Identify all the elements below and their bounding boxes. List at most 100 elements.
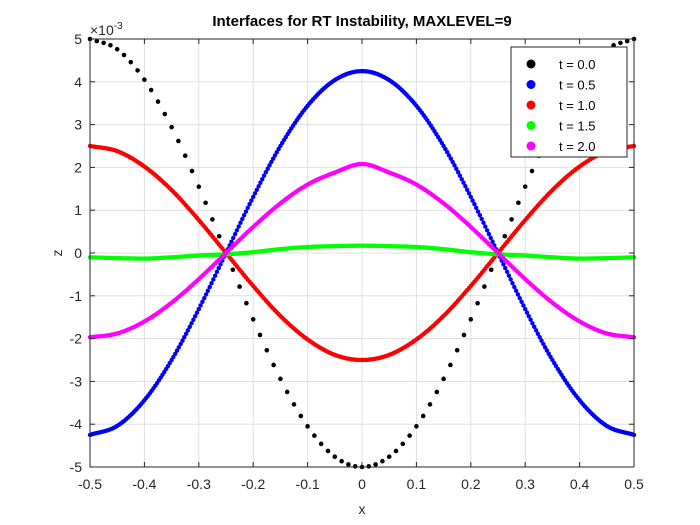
data-point	[162, 111, 168, 117]
legend-marker	[526, 59, 536, 69]
data-point	[247, 201, 252, 207]
data-point	[174, 348, 180, 353]
legend-label: t = 1.5	[559, 119, 596, 134]
data-point	[528, 317, 533, 322]
legend-label: t = 0.0	[559, 57, 596, 72]
data-point	[523, 306, 528, 312]
data-point	[468, 317, 474, 322]
data-point	[229, 239, 234, 244]
data-point	[210, 217, 215, 222]
data-point	[466, 191, 472, 196]
data-point	[529, 168, 535, 174]
data-point	[325, 448, 331, 454]
data-point	[618, 40, 623, 46]
data-point	[521, 303, 526, 308]
data-point	[484, 228, 490, 233]
legend-marker	[526, 121, 536, 130]
legend-marker	[526, 141, 536, 151]
data-point	[238, 220, 243, 225]
data-point	[251, 194, 256, 200]
x-tick-label: -0.3	[187, 476, 211, 492]
data-point	[542, 345, 548, 350]
data-point	[510, 281, 515, 286]
legend-label: t = 1.0	[559, 98, 596, 113]
data-point	[203, 292, 209, 297]
series-1	[87, 68, 637, 438]
data-point	[236, 224, 241, 229]
y-tick-label: -1	[70, 288, 83, 304]
data-point	[173, 351, 178, 356]
data-point	[380, 458, 385, 464]
data-point	[271, 362, 276, 368]
data-point	[305, 424, 310, 429]
y-tick-label: 5	[74, 31, 82, 47]
data-point	[486, 231, 492, 237]
data-point	[211, 277, 216, 282]
data-point	[400, 441, 406, 447]
x-tick-label: 0	[358, 476, 366, 492]
data-point	[298, 413, 304, 419]
data-point	[121, 52, 127, 58]
data-point	[169, 124, 174, 130]
data-point	[187, 324, 192, 330]
data-point	[448, 156, 454, 161]
legend-marker	[526, 100, 536, 110]
x-tick-label: -0.4	[132, 476, 156, 492]
data-point	[452, 163, 457, 168]
data-point	[539, 338, 544, 343]
data-point	[258, 180, 263, 185]
data-point	[256, 184, 261, 189]
data-point	[468, 194, 473, 200]
y-multiplier-label: ×10-3	[90, 21, 123, 38]
data-point	[509, 217, 514, 222]
data-point	[393, 448, 399, 454]
data-point	[624, 38, 630, 44]
data-point	[502, 233, 508, 239]
data-point	[464, 187, 470, 193]
data-point	[264, 347, 270, 353]
data-point	[318, 441, 324, 447]
data-point	[191, 317, 196, 322]
data-point	[526, 313, 532, 319]
data-point	[414, 424, 419, 429]
data-point	[189, 321, 194, 326]
data-point	[533, 328, 539, 333]
data-point	[182, 153, 188, 159]
data-point	[339, 458, 344, 464]
data-point	[205, 288, 211, 293]
data-point	[232, 231, 238, 237]
y-tick-label: 3	[74, 117, 82, 133]
data-point	[506, 273, 512, 278]
data-point	[245, 205, 250, 211]
data-point	[252, 191, 258, 196]
data-point	[148, 87, 154, 93]
data-point	[182, 335, 187, 340]
data-point	[490, 239, 495, 244]
data-point	[463, 184, 468, 189]
data-point	[516, 200, 521, 206]
data-point	[200, 299, 205, 305]
data-point	[260, 176, 265, 182]
data-point	[472, 201, 477, 207]
data-point	[470, 198, 475, 203]
data-point	[517, 295, 522, 301]
data-point	[544, 348, 550, 353]
data-point	[427, 402, 433, 407]
data-point	[214, 269, 220, 275]
data-point	[263, 170, 269, 175]
data-point	[270, 156, 276, 161]
data-point	[142, 77, 147, 82]
data-point	[176, 138, 181, 144]
data-point	[240, 216, 245, 222]
data-point	[198, 303, 203, 308]
y-tick-label: -2	[70, 331, 83, 347]
data-point	[386, 454, 392, 460]
data-point	[504, 269, 510, 275]
data-point	[234, 228, 240, 233]
data-point	[445, 150, 450, 155]
data-point	[477, 213, 483, 218]
data-point	[257, 332, 263, 338]
data-point	[278, 376, 283, 382]
data-point	[244, 300, 249, 306]
